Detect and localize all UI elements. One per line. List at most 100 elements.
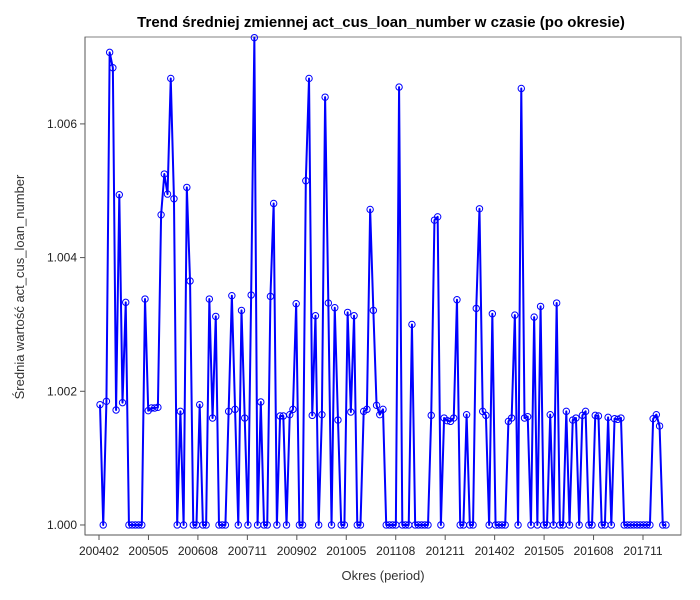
y-axis-label: Średnia wartość act_cus_loan_number (12, 174, 27, 399)
y-axis-ticks: 1.000 1.002 1.004 1.006 (47, 117, 85, 532)
data-point (224, 407, 233, 416)
data-point (646, 521, 654, 529)
data-point (343, 308, 352, 317)
y-tick-label: 1.002 (47, 384, 77, 398)
data-point (102, 397, 111, 406)
data-point (96, 400, 104, 409)
data-point (572, 414, 580, 422)
data-point (257, 398, 265, 406)
data-point (314, 521, 323, 529)
data-point (179, 521, 188, 529)
data-point (337, 521, 345, 529)
data-point (437, 521, 445, 529)
data-point (302, 177, 310, 185)
data-point (466, 521, 474, 529)
data-point (652, 410, 661, 419)
data-point (366, 205, 374, 214)
data-point (221, 521, 230, 529)
data-point (424, 521, 432, 529)
data-point (234, 521, 242, 529)
data-point (511, 311, 519, 319)
data-point (520, 414, 529, 422)
data-point (150, 404, 159, 412)
data-point (334, 416, 342, 424)
data-point (408, 320, 416, 329)
data-point (115, 191, 124, 199)
data-point (109, 64, 117, 72)
data-point (105, 48, 114, 57)
data-point (163, 190, 172, 198)
data-point (565, 521, 574, 529)
data-point (581, 407, 590, 416)
data-point (170, 195, 178, 203)
data-point (453, 296, 461, 304)
data-point (189, 521, 197, 529)
data-point (395, 83, 403, 91)
data-point (372, 401, 381, 410)
data-point (247, 291, 255, 299)
series-layer (96, 33, 670, 529)
data-point (237, 306, 246, 315)
x-tick-label: 200505 (128, 544, 168, 558)
data-point (353, 521, 361, 529)
x-tick-label: 201505 (524, 544, 564, 558)
data-point (199, 521, 207, 529)
y-tick-label: 1.000 (47, 518, 77, 532)
data-point (482, 411, 490, 420)
data-point (546, 410, 554, 419)
data-point (517, 84, 525, 93)
data-point (244, 521, 252, 529)
data-point (588, 521, 596, 529)
x-tick-label: 201711 (623, 544, 662, 558)
data-point (308, 411, 316, 420)
x-axis-label: Okres (period) (341, 568, 424, 583)
data-point (498, 521, 506, 529)
data-point (356, 521, 365, 529)
data-point (263, 521, 271, 529)
data-point (176, 407, 185, 416)
x-tick-label: 201005 (326, 544, 366, 558)
data-point (205, 295, 214, 303)
series-line (99, 36, 666, 526)
data-point (266, 292, 275, 301)
data-point (488, 310, 497, 318)
data-point (462, 410, 471, 419)
data-point (556, 521, 564, 529)
data-point (195, 400, 204, 409)
y-tick-label: 1.006 (47, 117, 77, 131)
chart-title: Trend średniej zmiennej act_cus_loan_num… (137, 14, 625, 31)
data-point (575, 521, 583, 529)
data-point (138, 521, 146, 529)
data-point (507, 414, 516, 422)
data-point (327, 521, 336, 529)
data-point (340, 521, 349, 529)
x-tick-label: 201211 (426, 544, 465, 558)
x-tick-label: 200608 (178, 544, 218, 558)
data-point (208, 414, 217, 422)
x-tick-label: 200402 (79, 544, 119, 558)
data-point (597, 521, 606, 529)
data-point (369, 306, 378, 315)
data-point (607, 521, 616, 529)
data-point (305, 74, 313, 83)
data-point (469, 521, 477, 529)
data-point (427, 411, 435, 420)
data-point (122, 298, 130, 307)
data-point (501, 521, 509, 529)
data-point (540, 521, 548, 529)
data-point (276, 412, 284, 420)
data-point (655, 422, 664, 430)
data-point (388, 521, 397, 529)
data-point (160, 170, 169, 178)
data-point (289, 405, 297, 414)
x-axis-ticks: 200402 200505 200608 200711 200902 201005 2011… (79, 535, 663, 558)
data-point (659, 521, 667, 529)
data-point (273, 521, 281, 529)
data-point (514, 521, 522, 529)
data-point (186, 277, 194, 285)
data-point (552, 299, 561, 307)
data-point (421, 521, 429, 529)
data-point (585, 521, 593, 529)
data-point (292, 300, 300, 308)
